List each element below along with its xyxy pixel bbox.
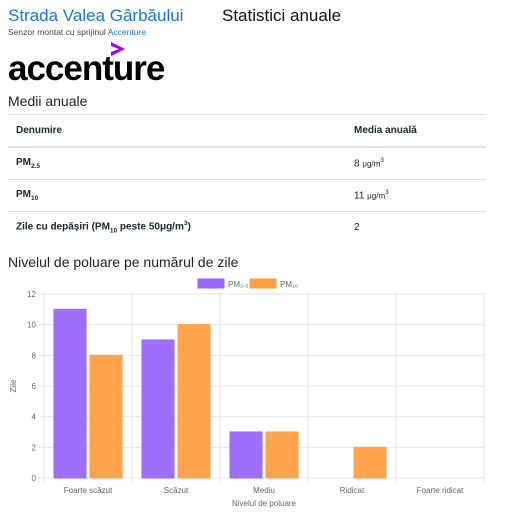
legend-swatch	[197, 278, 225, 289]
x-tick-label: Mediu	[253, 486, 275, 495]
row-name-pm25: PM2.5	[8, 146, 346, 180]
header: Strada Valea Gârbăului Statistici anuale	[8, 6, 504, 36]
row-value-pm25: 8 μg/m3	[346, 146, 486, 180]
bar-pm10	[353, 446, 387, 479]
y-tick-label: 10	[27, 321, 36, 330]
chart-title: Nivelul de poluare pe numărul de zile	[8, 254, 239, 270]
page-title: Statistici anuale	[222, 6, 342, 25]
site-title[interactable]: Strada Valea Gârbăului	[8, 6, 184, 25]
svg-text:accenture: accenture	[8, 49, 165, 86]
x-tick-label: Foarte ridicat	[417, 486, 464, 495]
annual-averages-title: Medii anuale	[8, 93, 88, 109]
row-name-pm10: PM10	[8, 179, 346, 212]
table-row: PM2.5 8 μg/m3	[8, 146, 486, 180]
y-axis-title: Zile	[9, 379, 18, 392]
sponsor-link[interactable]: Accenture	[107, 27, 146, 37]
col-header-value: Media anuală	[346, 114, 486, 148]
bar-pm25	[141, 339, 175, 479]
accenture-logo[interactable]: accenture	[8, 40, 173, 86]
sponsor-text: Senzor montat cu sprijinul	[8, 27, 106, 37]
row-name-exceed-days: Zile cu depășiri (PM10 peste 50μg/m3)	[8, 211, 346, 243]
legend-swatch	[249, 278, 277, 289]
col-header-name: Denumire	[8, 114, 346, 148]
table-header-row: Denumire Media anuală	[8, 114, 486, 148]
y-tick-label: 2	[32, 443, 37, 452]
y-tick-label: 4	[32, 413, 37, 422]
y-tick-label: 8	[32, 351, 37, 360]
bar-pm10	[89, 354, 123, 479]
annual-averages-table: Denumire Media anuală PM2.5 8 μg/m3 PM10…	[8, 114, 486, 243]
row-value-pm10: 11 μg/m3	[346, 179, 486, 212]
y-tick-label: 12	[27, 290, 36, 299]
x-tick-label: Foarte scăzut	[64, 486, 113, 495]
bar-pm25	[229, 431, 263, 479]
bar-pm10	[177, 324, 211, 479]
pollution-bar-chart: 0 2 4 6 8 10 12 Foarte scăzut Scăzut Mediu Ridicat…	[9, 278, 485, 508]
table-row: Zile cu depășiri (PM10 peste 50μg/m3) 2	[8, 211, 486, 243]
bar-pm10	[265, 431, 299, 479]
y-tick-label: 0	[32, 474, 37, 483]
legend-label: PM₁₀	[280, 280, 298, 289]
x-axis-title: Nivelul de poluare	[232, 499, 297, 508]
x-tick-label: Scăzut	[164, 486, 189, 495]
sponsor-line: Senzor montat cu sprijinul Accenture	[8, 27, 146, 37]
y-tick-label: 6	[32, 382, 37, 391]
table-row: PM10 11 μg/m3	[8, 179, 486, 212]
x-tick-label: Ridicat	[340, 486, 365, 495]
row-value-exceed-days: 2	[346, 211, 486, 243]
bar-pm25	[53, 308, 87, 479]
legend-label: PM₂.₅	[228, 280, 249, 289]
